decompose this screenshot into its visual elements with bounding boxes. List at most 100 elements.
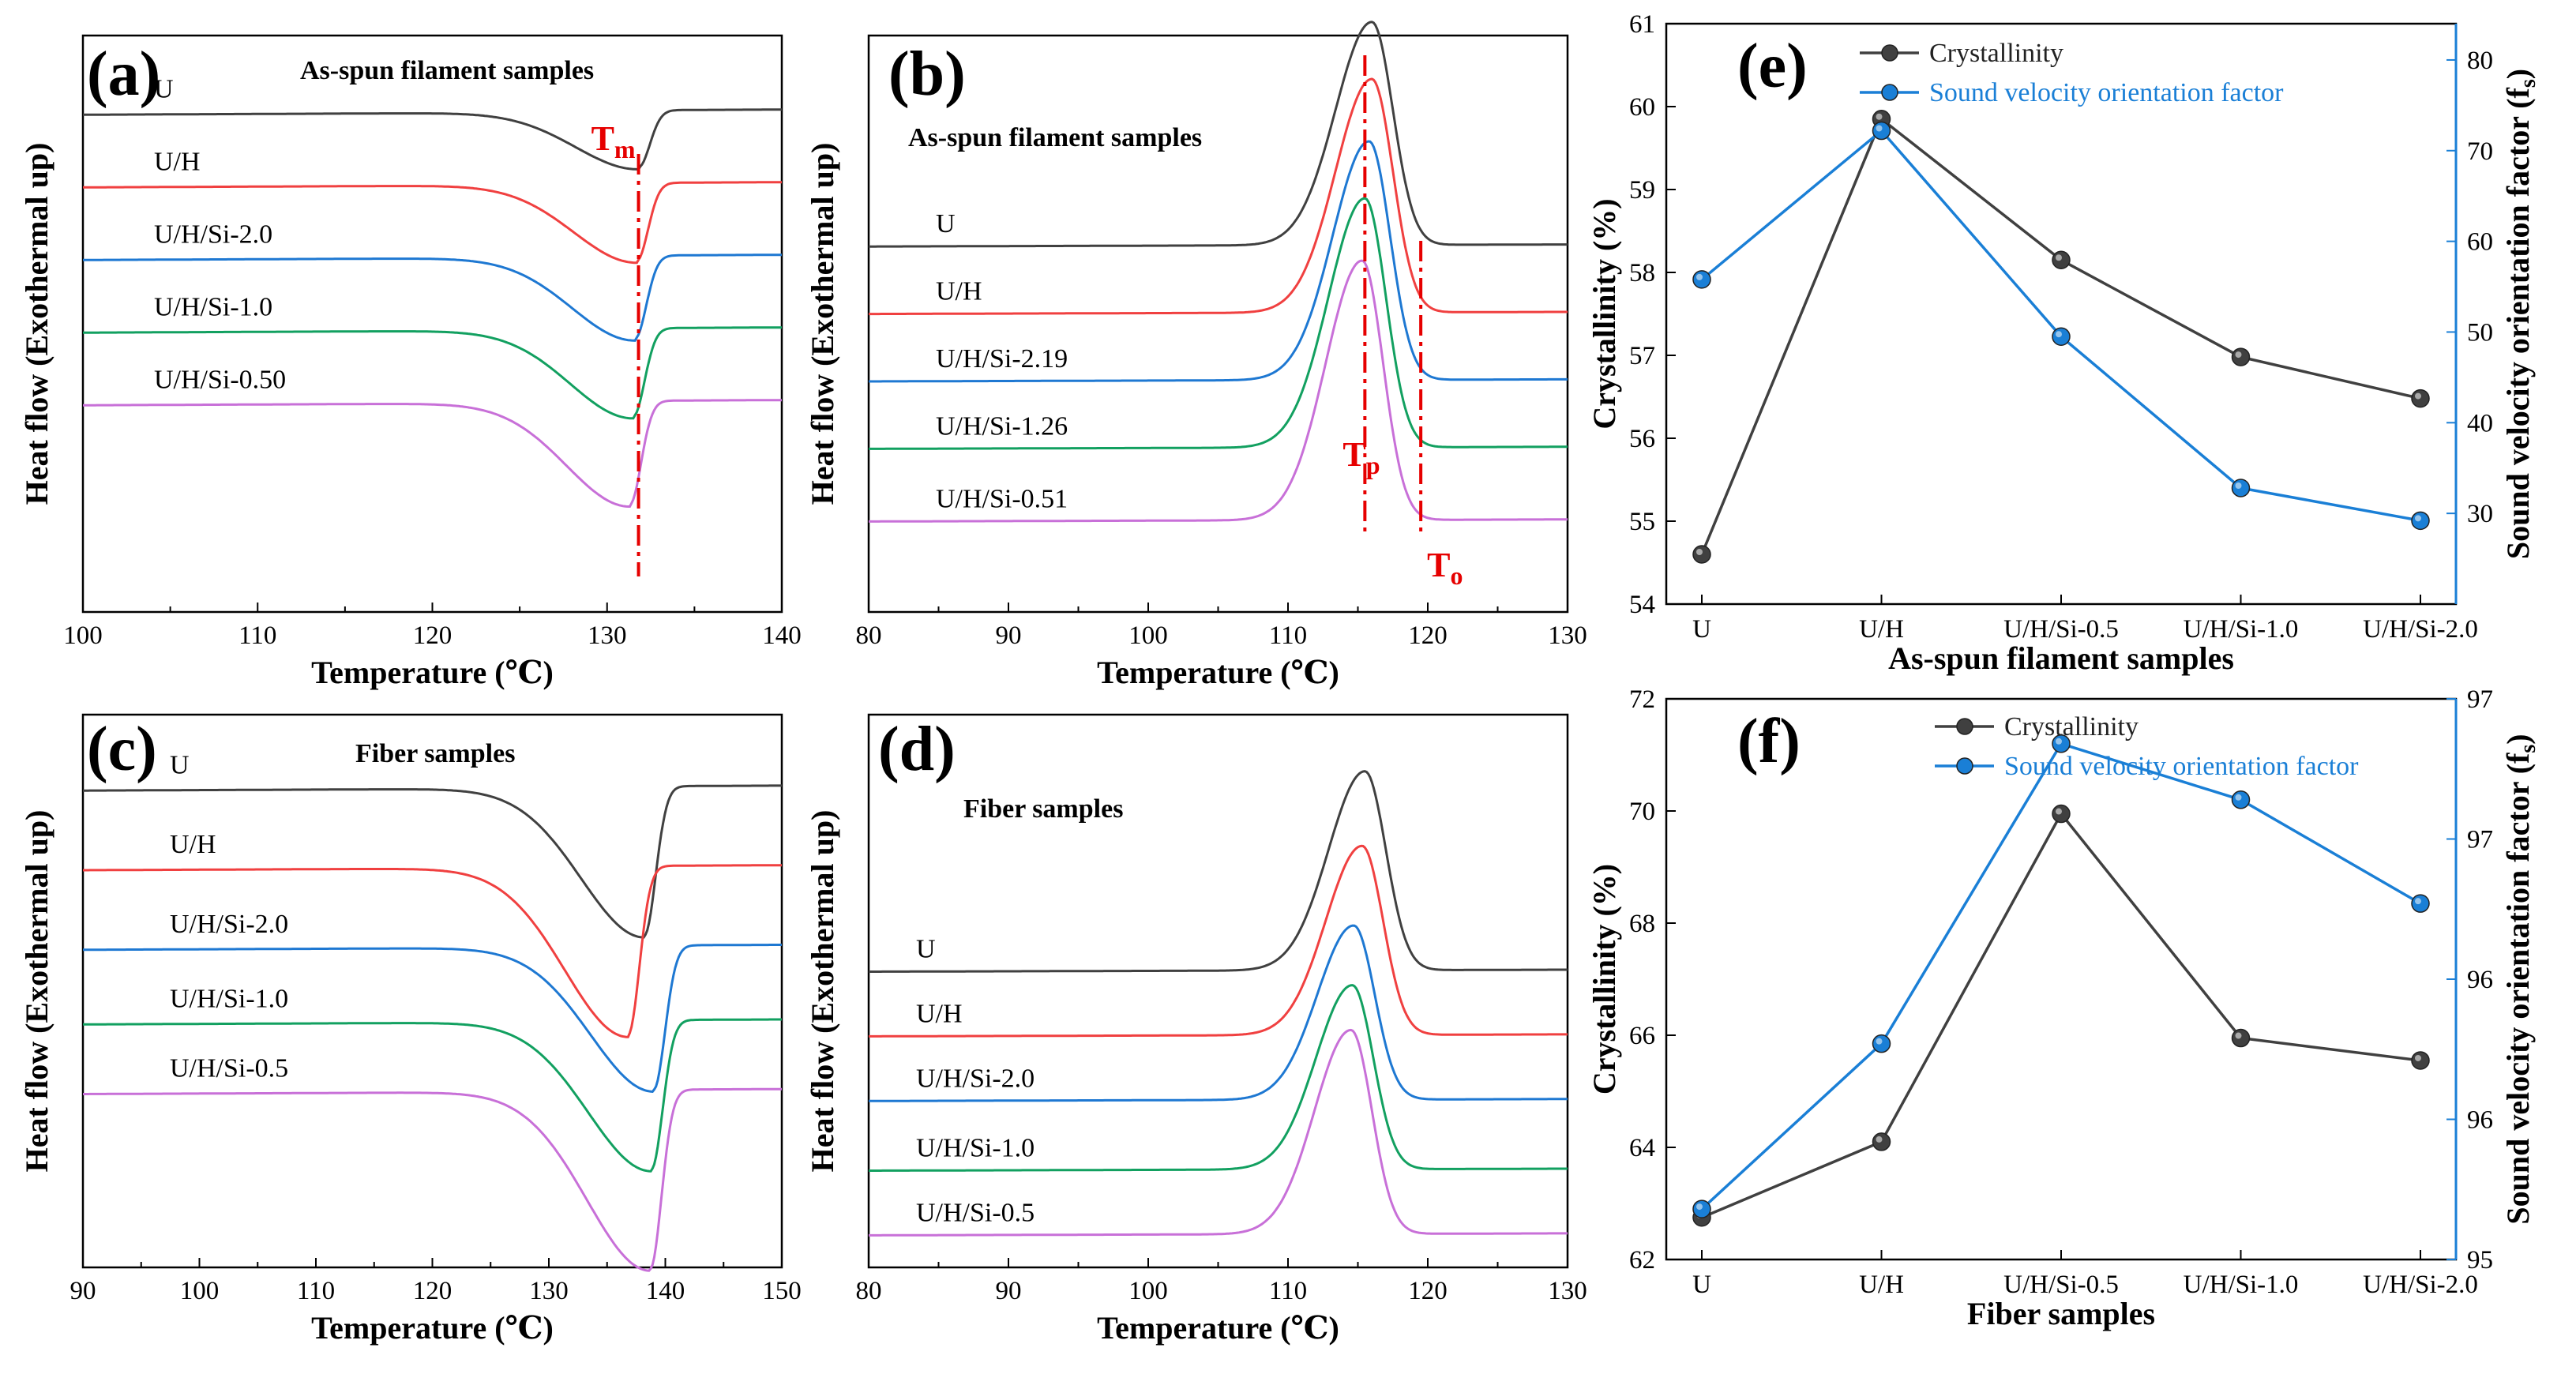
panel-label: (e) (1737, 32, 1808, 101)
curve-label: U/H/Si-1.26 (936, 411, 1068, 441)
data-point-highlight (1876, 1136, 1883, 1143)
plot-frame (81, 34, 783, 614)
x-tick-label: 110 (1269, 1277, 1307, 1305)
data-point (1692, 545, 1711, 564)
x-tick-label: 100 (1128, 621, 1168, 650)
x-tick-label: U/H (1859, 1271, 1904, 1299)
y2-tick-label: 40 (2467, 409, 2493, 437)
data-point-highlight (2056, 808, 2062, 815)
x-tick-label: 150 (762, 1277, 802, 1305)
y-tick-label: 61 (1629, 10, 1655, 39)
panel-f: (f) 62 64 66 68 70 72 95 96 96 97 97 U U/H U/H/Si-0.5 U… (1587, 685, 2540, 1331)
panel-a: (a) As-spun filament samples 100 110 120 130 1… (19, 34, 802, 690)
data-point-highlight (1876, 1038, 1883, 1045)
y-tick-label: 60 (1629, 93, 1655, 122)
data-point (2231, 1028, 2251, 1048)
x-tick-label: U/H/Si-1.0 (2184, 1271, 2299, 1299)
x-axis-label: Fiber samples (1967, 1296, 2155, 1331)
x-tick-label: 90 (996, 621, 1022, 650)
curve-u-h-si-2-0 (83, 253, 782, 342)
data-point (2231, 347, 2251, 366)
x-tick-label: 110 (297, 1277, 335, 1305)
curve-u (83, 784, 782, 939)
data-point-highlight (2235, 482, 2242, 489)
data-point (2411, 894, 2430, 913)
curve-label: U (170, 750, 190, 779)
curve-label: U/H/Si-0.5 (170, 1054, 288, 1083)
y2-tick-label: 60 (2467, 228, 2493, 257)
y2-tick-label: 30 (2467, 500, 2493, 528)
data-point (2052, 250, 2071, 269)
data-point (1692, 270, 1711, 289)
x-tick-label: 110 (238, 621, 276, 650)
data-point (2052, 804, 2071, 824)
panel-d: (d)Fiber samples 80 90 100 110 120 130 Temperat… (805, 713, 1587, 1346)
curve-label: U (936, 209, 956, 238)
y-axis-label: Crystallinity (%) (1587, 198, 1622, 429)
y-tick-label: 72 (1629, 685, 1655, 714)
curve-label: U/H/Si-0.5 (916, 1198, 1035, 1227)
plot-frame (1665, 22, 2458, 606)
data-point-highlight (2415, 392, 2421, 400)
data-point (1692, 1199, 1711, 1218)
chart-title: Fiber samples (355, 739, 515, 768)
chart-title: Fiber samples (963, 794, 1123, 824)
x-tick-label: 120 (1408, 621, 1448, 650)
x-tick-label: 100 (1128, 1277, 1168, 1305)
data-point-highlight (1876, 125, 1883, 132)
marker-label: Tm (591, 119, 636, 163)
data-point-highlight (2415, 1054, 2421, 1061)
data-point (2411, 511, 2430, 531)
y-axis-label: Crystallinity (%) (1587, 864, 1622, 1094)
curve-u-h-si-2-0 (869, 924, 1568, 1102)
y2-axis-label: Sound velocity orientation factor (fs) (2500, 69, 2540, 559)
data-point-highlight (2056, 331, 2062, 338)
data-point-highlight (2415, 515, 2421, 522)
curve-label: U/H/Si-0.50 (154, 365, 286, 394)
curve-label: U/H/Si-2.0 (154, 220, 272, 249)
data-point-highlight (1696, 1203, 1703, 1211)
data-point-highlight (1876, 113, 1883, 120)
curve-u-h-si-1-0 (83, 326, 782, 420)
data-point-highlight (1696, 549, 1703, 555)
curve-label: U/H (916, 999, 963, 1028)
data-point (2231, 790, 2251, 809)
x-tick-label: 120 (413, 621, 452, 650)
curve-label: U/H/Si-0.51 (936, 484, 1068, 513)
legend-label: Crystallinity (1929, 39, 2063, 68)
y2-tick-label: 96 (2467, 966, 2493, 994)
y-axis-label: Heat flow (Exothermal up) (19, 143, 54, 505)
curve-u-h-si-0-51 (869, 259, 1568, 523)
x-tick-label: U/H/Si-1.0 (2184, 615, 2299, 644)
x-tick-label: 140 (762, 621, 802, 650)
plot-frame (867, 34, 1569, 614)
y2-tick-label: 97 (2467, 685, 2493, 714)
x-tick-label: 90 (996, 1277, 1022, 1305)
data-point-highlight (2415, 898, 2421, 905)
data-point-highlight (2235, 351, 2242, 359)
curve-u-h (869, 844, 1568, 1038)
x-tick-label: U (1692, 615, 1711, 644)
y-tick-label: 54 (1629, 591, 1655, 619)
x-tick-label: U/H (1859, 615, 1904, 644)
data-point-highlight (2056, 254, 2062, 261)
data-point (2411, 1051, 2430, 1070)
curve-label: U/H (154, 147, 201, 176)
chart-title: As-spun filament samples (300, 56, 594, 85)
panel-c: (c) Fiber samples 90 100 110 120 130 140 150 Temp… (19, 713, 802, 1346)
x-tick-label: U/H/Si-2.0 (2363, 1271, 2478, 1299)
data-point-highlight (2235, 1032, 2242, 1039)
y-tick-label: 58 (1629, 259, 1655, 287)
curve-u-h-si-1-0 (83, 1018, 782, 1173)
x-axis-label: Temperature (℃) (1097, 1310, 1339, 1346)
x-tick-label: 120 (1408, 1277, 1448, 1305)
curve-u-h-si-0-5 (869, 1028, 1568, 1237)
x-tick-label: 100 (63, 621, 103, 650)
x-tick-label: 120 (413, 1277, 452, 1305)
curve-u-h-si-2-19 (869, 140, 1568, 383)
x-tick-label: U/H/Si-0.5 (2003, 1271, 2119, 1299)
curve-label: U (916, 935, 936, 964)
curve-label: U/H/Si-1.0 (916, 1134, 1035, 1163)
curve-label: U (154, 74, 174, 103)
